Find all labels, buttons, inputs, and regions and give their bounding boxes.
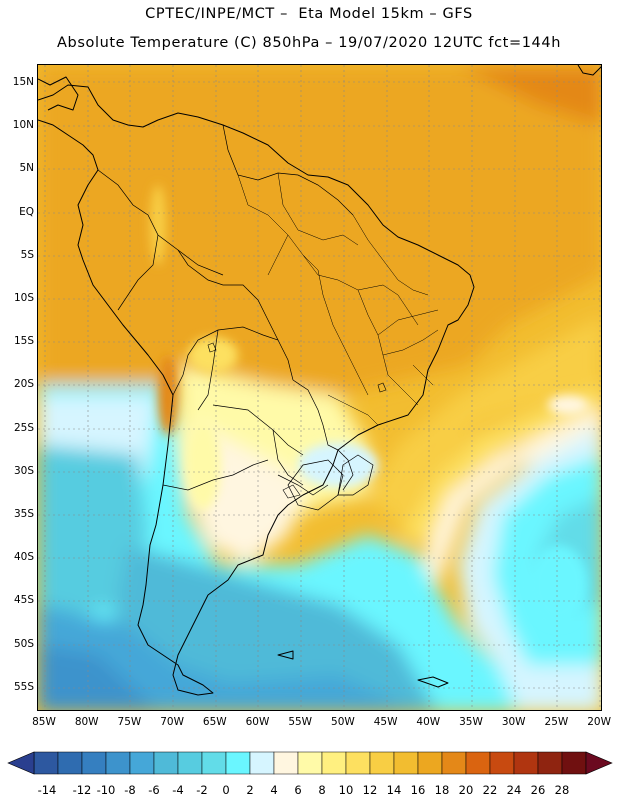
pacific-coldcore [38, 445, 148, 625]
colorbar-swatch [33, 751, 59, 775]
lon-label: 55W [288, 716, 313, 728]
mild-band-south-atlantic [398, 385, 601, 545]
mild-band-ocean [368, 316, 601, 525]
lakes [207, 342, 387, 499]
lat-label: 15N [12, 76, 34, 88]
colorbar-label: 28 [554, 783, 570, 797]
colorbar [7, 751, 613, 775]
colorbar-label: 22 [482, 783, 498, 797]
colorbar-swatch [513, 751, 539, 775]
lat-label: EQ [19, 205, 34, 218]
colorbar-label: 20 [458, 783, 474, 797]
colorbar-swatch [225, 751, 251, 775]
colorbar-label: -12 [72, 783, 92, 797]
lon-label: 25W [544, 716, 569, 728]
colorbar-label: 10 [338, 783, 354, 797]
lat-label: 40S [13, 551, 34, 564]
colorbar-swatch [297, 751, 323, 775]
deep-cold [38, 645, 156, 710]
lon-label: 75W [117, 716, 142, 728]
south-america-coastline [38, 65, 601, 696]
lon-label: 20W [587, 716, 611, 728]
lon-label: 45W [373, 716, 398, 728]
colorbar-label: 12 [362, 783, 378, 797]
colorbar-swatch [345, 751, 371, 775]
colorbar-swatch [249, 751, 275, 775]
temperature-map [37, 64, 602, 711]
colorbar-label: 14 [386, 783, 402, 797]
lat-label: 50S [13, 637, 34, 650]
lon-label: 35W [459, 716, 483, 728]
colorbar-swatch [489, 751, 515, 775]
colorbar-swatch [57, 751, 83, 775]
colorbar-label: 16 [410, 783, 426, 797]
map-title: CPTEC/INPE/MCT – Eta Model 15km – GFS [145, 6, 473, 22]
lon-label: 85W [32, 716, 56, 728]
colorbar-label: 8 [318, 783, 326, 797]
colorbar-label: -6 [148, 783, 160, 797]
colorbar-swatch [441, 751, 467, 775]
lon-label: 65W [202, 716, 227, 728]
lat-label: 35S [13, 508, 34, 520]
colorbar-swatch [129, 751, 155, 775]
colorbar-swatch [369, 751, 395, 775]
colorbar-label: -2 [196, 783, 208, 797]
lon-label: 80W [74, 716, 99, 728]
lat-label: 10S [13, 292, 34, 304]
lat-label: 5S [20, 248, 34, 261]
colorbar-under-arrow [7, 751, 35, 775]
lon-label: 40W [416, 716, 441, 728]
lat-label: 45S [13, 594, 34, 607]
map-subtitle: Absolute Temperature (C) 850hPa – 19/07/… [57, 35, 561, 51]
colorbar-swatch [465, 751, 491, 775]
colorbar-label: 24 [506, 783, 522, 797]
colorbar-swatch [321, 751, 347, 775]
colorbar-swatch [537, 751, 563, 775]
drake-cold [169, 675, 414, 710]
colorbar-swatch [273, 751, 299, 775]
colorbar-label: 0 [222, 783, 230, 797]
temperature-field [38, 65, 601, 710]
colorbar-swatch [393, 751, 419, 775]
warm-region-tropics [38, 65, 601, 395]
colorbar-label: 26 [530, 783, 546, 797]
colorbar-label: -8 [124, 783, 136, 797]
colorbar-swatch [561, 751, 587, 775]
colorbar-swatch [177, 751, 203, 775]
colorbar-swatch [105, 751, 131, 775]
colorbar-label: -14 [37, 783, 57, 797]
state-borders [237, 172, 439, 426]
lat-label: 20S [13, 378, 34, 391]
lat-label: 10N [12, 119, 34, 132]
lat-label: 25S [13, 421, 34, 434]
colorbar-label: -10 [96, 783, 116, 797]
colorbar-label: 2 [246, 783, 254, 797]
colorbar-over-arrow [585, 751, 613, 775]
colorbar-swatch [201, 751, 227, 775]
lat-label: 15S [13, 335, 34, 348]
colorbar-label: 18 [434, 783, 450, 797]
warm-region-northeast [458, 65, 601, 125]
lon-label: 30W [501, 716, 526, 728]
patagonia-cold [108, 545, 437, 710]
lat-label: 55S [13, 680, 34, 693]
colorbar-label: -4 [172, 783, 184, 797]
colorbar-label: 6 [294, 783, 302, 797]
lat-lon-gridlines [38, 65, 601, 710]
lon-label: 70W [160, 716, 184, 728]
lat-label: 5N [19, 162, 34, 175]
lat-label: 30S [13, 464, 34, 477]
colorbar-label: 4 [270, 783, 278, 797]
colorbar-swatch [417, 751, 443, 775]
lon-label: 50W [331, 716, 355, 728]
colorbar-swatch [153, 751, 179, 775]
lon-label: 60W [245, 716, 270, 728]
colorbar-swatch [81, 751, 107, 775]
